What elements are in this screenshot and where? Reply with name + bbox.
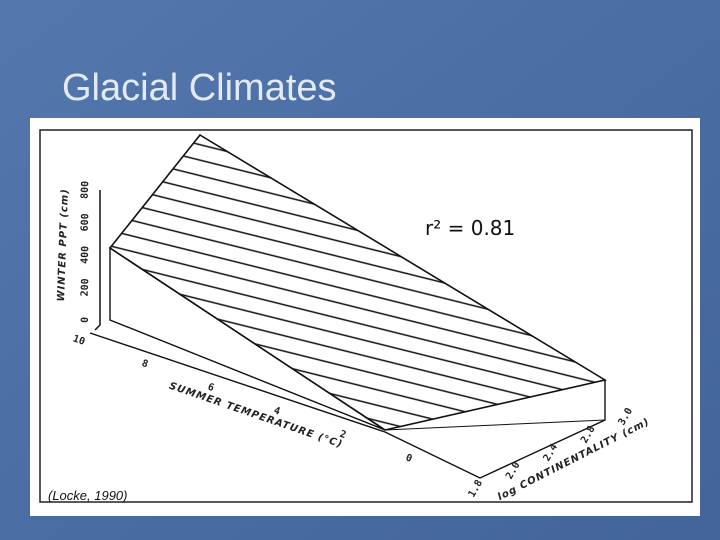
x-axis-line (89, 332, 386, 433)
slide-title: Glacial Climates (62, 67, 337, 109)
y-tick-label: 600 (80, 213, 92, 231)
x-tick-label: 2 (338, 429, 347, 441)
x-tick-label: 0 (404, 452, 413, 464)
figure-frame (39, 129, 693, 503)
x-tick-label: 10 (71, 333, 86, 347)
x-tick-label: 4 (272, 405, 281, 417)
base-edge (384, 419, 606, 431)
z-axis-line (384, 380, 606, 479)
y-axis-line (94, 190, 101, 331)
y-tick-label: 0 (80, 317, 91, 323)
y-tick-label: 800 (80, 181, 92, 199)
plane-side (109, 246, 386, 431)
x-tick-label: 6 (206, 382, 215, 394)
figure: r² = 0.81 (Locke, 1990) WINTER PPT (cm) … (30, 118, 700, 516)
annotation: r² = 0.81 (425, 216, 515, 240)
y-tick-label: 400 (80, 246, 92, 264)
source: (Locke, 1990) (48, 488, 128, 503)
x-tick-label: 8 (140, 358, 149, 370)
y-tick-label: 200 (80, 278, 92, 296)
y-axis-label: WINTER PPT (cm) (56, 188, 71, 302)
